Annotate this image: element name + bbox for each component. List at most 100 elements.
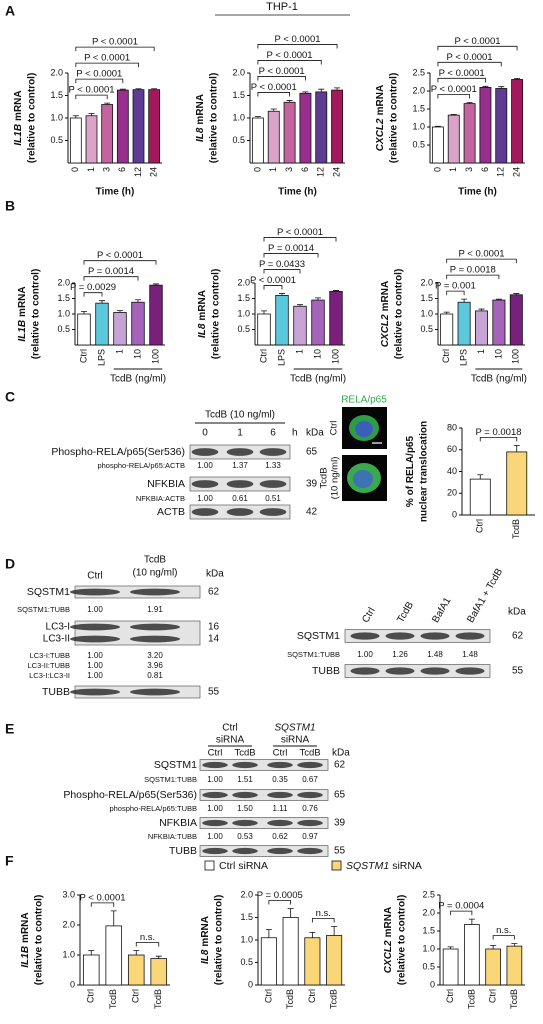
ratio-label: phospho-RELA/p65:ACTB [97,461,185,470]
bar [511,79,524,164]
gene-name: IL8 [197,323,208,338]
significance-label: P < 0.0001 [458,249,504,260]
panel-label: B [5,198,15,214]
error-bar [117,310,123,313]
x-tick-label: 1 [476,349,486,354]
blot-band [130,688,180,696]
y-axis-label: (relative to control) [34,895,45,986]
ratio-value: 1.11 [273,804,289,813]
blot-band [455,632,485,640]
lane-label: 0 [202,428,208,439]
x-tick-label: 100 [511,349,521,364]
bar [150,958,168,986]
ratio-value: 1.00 [87,671,103,680]
blot-band [259,448,287,456]
ratio-value: 0.53 [237,832,253,841]
panel-label: C [5,389,15,405]
x-tick-label: 10 [493,349,503,359]
error-bar [270,108,277,112]
bar [101,104,114,164]
ratio-value: 1.37 [232,461,248,470]
error-bar [466,102,473,104]
kda-value: 62 [512,631,524,642]
x-tick-label: Ctrl [445,989,455,1003]
error-bar [434,125,441,127]
x-tick-label: LPS [96,349,106,366]
significance-bracket [75,94,108,100]
ratio-value: 0.97 [302,832,318,841]
bar [304,937,321,986]
y-tick-label: 3.0 [62,889,75,899]
image-row-label: TcdB [319,467,330,488]
ratio-value: 1.00 [87,605,103,614]
ratio-value: 1.33 [265,461,281,470]
significance-label: P < 0.0001 [97,250,143,261]
error-bar [286,100,293,103]
panel-label: E [5,721,14,737]
error-bar [287,908,294,918]
blot-band [202,791,228,799]
ratio-value: 1.00 [357,650,373,659]
ratio-value: 1.50 [237,804,253,813]
significance-bracket [75,78,124,84]
y-tick-label: 1.5 [57,293,70,303]
blot-band [226,448,254,456]
lane-label: TcdB [234,748,255,759]
y-tick-label: 2.0 [57,277,70,287]
group-label: siRNA [281,735,310,746]
x-tick-label: 12 [496,167,506,177]
blot-band [297,819,323,827]
significance-bracket [446,258,517,264]
legend-swatch [331,860,342,871]
ratio-value: 3.20 [147,651,163,660]
significance-bracket [257,76,306,81]
y-tick-label: 1.5 [422,925,435,935]
significance-label: P < 0.0001 [431,84,477,95]
significance-bracket [437,45,518,51]
blot-band [130,635,180,643]
significance-label: P = 0.0018 [475,427,521,438]
bar [492,299,506,346]
x-tick-label: Ctrl [131,989,141,1003]
bar [311,299,325,346]
kda-value: 39 [306,479,318,490]
y-axis-label-text: mRNA [17,286,28,317]
image-row-label: (10 ng/ml) [330,457,341,500]
blot-band [297,791,323,799]
x-tick-label: 1 [294,349,304,354]
y-tick-label: 0.5 [412,139,425,149]
significance-label: P < 0.0001 [84,53,130,64]
blot-band [191,508,219,516]
panel-label: D [5,556,15,572]
band-label: TUBB [312,665,340,677]
blot-band [202,819,228,827]
y-tick-label: 2.0 [422,907,435,917]
lane-label: 1 [237,428,243,439]
bar [95,302,109,346]
legend-label: SQSTM1 siRNA [346,860,422,872]
significance-bracket [450,910,473,916]
panel-label: F [5,853,14,869]
y-tick-label: 20 [447,488,457,498]
y-axis-label: (relative to control) [397,895,408,986]
error-bar [461,298,468,303]
y-tick-label: 40 [447,466,457,476]
y-tick-label: 0.5 [57,324,70,334]
error-bar [478,308,485,311]
error-bar [443,311,450,314]
lane-label: TcdB [299,748,320,759]
x-tick-label: Ctrl [307,989,317,1003]
lane-label: TcdB [144,555,167,566]
x-tick-label: 24 [511,167,521,177]
ratio-value: 1.00 [207,804,223,813]
gene-name: IL1B [17,320,28,342]
y-tick-label: 1.5 [240,912,253,922]
y-axis-label: (relative to control) [209,73,220,164]
kda-value: 42 [306,507,318,518]
y-tick-label: 1.5 [237,293,250,303]
y-tick-label: 0 [70,979,75,989]
bar [267,110,280,164]
x-axis-label: Time (h) [278,187,317,198]
y-axis-label: IL8 mRNA [197,290,208,338]
